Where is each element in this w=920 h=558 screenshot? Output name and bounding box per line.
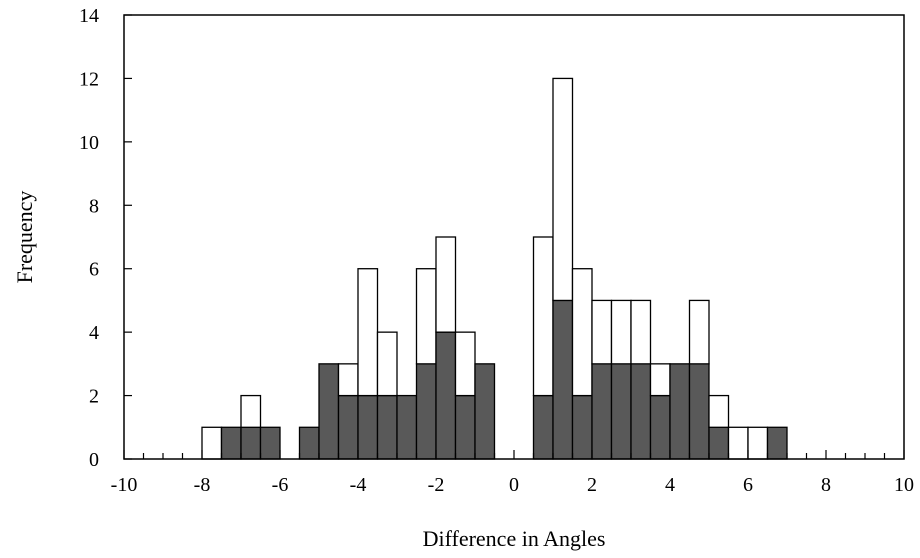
x-axis-title: Difference in Angles: [423, 526, 606, 551]
bar-series1-bin-5: [708, 426, 730, 460]
bar-series2-bin-6: [747, 426, 769, 460]
y-tick-label: 8: [89, 195, 99, 217]
x-tick-label: -4: [350, 474, 367, 496]
bar-series2-bin--4.5: [337, 363, 359, 397]
bar-series1-bin-4: [669, 363, 691, 460]
bar-series1-bin--7: [240, 426, 262, 460]
bar-series1-bin--6.5: [259, 426, 281, 460]
y-axis-title: Frequency: [12, 191, 37, 284]
ticks-layer: [123, 14, 905, 460]
bar-series2-bin--1.5: [454, 331, 476, 397]
bar-series2-bin--2.5: [415, 268, 437, 365]
bar-series2-bin-5: [708, 394, 730, 428]
plot-area-frame: [123, 14, 905, 460]
bar-series2-bin-4.5: [688, 299, 710, 365]
bar-series1-bin-2.5: [610, 363, 632, 460]
y-tick-label: 0: [89, 449, 99, 471]
bar-series1-bin-4.5: [688, 363, 710, 460]
bar-series1-bin-6.5: [766, 426, 788, 460]
bar-series1-bin--2: [435, 331, 457, 460]
bar-series1-bin-1: [552, 299, 574, 460]
bar-series2-bin--3.5: [376, 331, 398, 397]
bar-series1-bin-1.5: [571, 394, 593, 460]
bar-series2-bin-3: [630, 299, 652, 365]
bar-series1-bin--7.5: [220, 426, 242, 460]
tick-labels-layer: -10 -8 -6 -4 -2 0 2 4 6 8 10 0 2 4 6 8 10 12 14: [79, 5, 914, 496]
y-tick-label: 6: [89, 259, 99, 281]
x-tick-label: -10: [111, 474, 138, 496]
bar-series1-bin-2: [591, 363, 613, 460]
bar-series1-bin--4: [357, 394, 379, 460]
bar-series2-bin--7: [240, 394, 262, 428]
bar-series1-bin--5.5: [298, 426, 320, 460]
x-tick-label: 4: [665, 474, 675, 496]
bar-series1-bin--1: [474, 363, 496, 460]
bar-series2-bin-2.5: [610, 299, 632, 365]
x-tick-label: -8: [194, 474, 211, 496]
bar-series2-bin--8: [201, 426, 223, 460]
bar-series2-bin-5.5: [727, 426, 749, 460]
bars-layer: [201, 77, 788, 460]
x-tick-label: 8: [821, 474, 831, 496]
bar-series1-bin-0.5: [532, 394, 554, 460]
bar-series2-bin--2: [435, 236, 457, 333]
x-tick-label: 6: [743, 474, 753, 496]
bar-series1-bin--2.5: [415, 363, 437, 460]
x-tick-label: 10: [894, 474, 914, 496]
bar-series1-bin--3: [396, 394, 418, 460]
bar-series1-bin-3: [630, 363, 652, 460]
y-tick-label: 14: [79, 5, 99, 27]
bar-series1-bin--1.5: [454, 394, 476, 460]
bar-series2-bin-3.5: [649, 363, 671, 397]
bar-series1-bin--5: [318, 363, 340, 460]
bar-series2-bin-2: [591, 299, 613, 365]
bar-series1-bin--3.5: [376, 394, 398, 460]
bar-series2-bin-0.5: [532, 236, 554, 397]
y-tick-label: 2: [89, 386, 99, 408]
y-tick-label: 4: [89, 322, 99, 344]
x-tick-label: 2: [587, 474, 597, 496]
bar-series2-bin-1.5: [571, 268, 593, 397]
x-tick-label: 0: [509, 474, 519, 496]
bar-series2-bin--4: [357, 268, 379, 397]
y-tick-label: 10: [79, 132, 99, 154]
bar-series2-bin-1: [552, 77, 574, 302]
x-tick-label: -2: [428, 474, 445, 496]
bar-series1-bin-3.5: [649, 394, 671, 460]
y-tick-label: 12: [79, 68, 99, 90]
bar-series1-bin--4.5: [337, 394, 359, 460]
x-tick-label: -6: [272, 474, 289, 496]
